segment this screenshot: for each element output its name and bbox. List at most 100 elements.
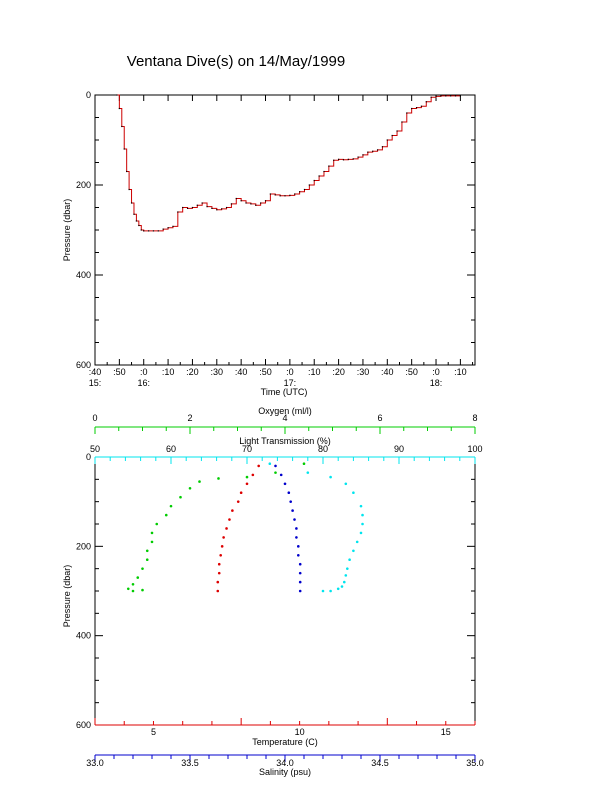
profile-y-tick-label: 200 — [76, 541, 91, 551]
oxygen-point — [131, 583, 135, 586]
profile-y-axis-label: Pressure (dbar) — [62, 565, 72, 628]
pressure-point — [337, 158, 340, 160]
transmission-point — [321, 589, 325, 593]
pressure-point — [357, 156, 359, 158]
oxygen-axis-label: Oxygen (ml/l) — [258, 406, 312, 416]
transmission-point — [306, 471, 310, 474]
oxygen-point — [169, 504, 173, 508]
transmission-tick-label: 60 — [166, 444, 176, 454]
pressure-point — [294, 193, 296, 195]
top-y-tick-label: 0 — [86, 90, 91, 100]
pressure-point — [196, 204, 198, 206]
salinity-point — [298, 571, 302, 575]
pressure-point — [269, 193, 271, 195]
temperature-point — [217, 571, 221, 575]
pressure-point — [308, 184, 310, 186]
top-x-tick-label: :40 — [381, 367, 394, 377]
pressure-point — [130, 202, 133, 204]
pressure-time-series — [116, 94, 461, 232]
oxygen-tick-label: 4 — [282, 413, 287, 423]
pressure-point — [221, 208, 223, 210]
pressure-point — [133, 213, 135, 215]
profile-series — [126, 462, 364, 593]
top-x-tick-label: :0 — [286, 367, 294, 377]
oxygen-point — [150, 531, 154, 535]
oxygen-point — [141, 588, 144, 592]
pressure-point — [435, 95, 437, 97]
profile-y-axis: 0 200 400 600 — [76, 452, 475, 730]
pressure-point — [284, 195, 286, 197]
pressure-point — [126, 170, 128, 173]
pressure-point — [425, 101, 427, 103]
pressure-point — [391, 134, 393, 137]
pressure-point — [206, 206, 208, 208]
transmission-tick-label: 70 — [242, 444, 252, 454]
top-x-tick-hour-label: 17: — [284, 378, 297, 388]
pressure-point — [245, 202, 247, 204]
pressure-point — [177, 211, 179, 213]
pressure-point — [333, 159, 335, 161]
pressure-point — [279, 195, 281, 197]
pressure-point — [260, 202, 262, 204]
salinity-point — [297, 553, 300, 557]
pressure-point — [157, 230, 159, 232]
salinity-axis: 33.0 33.5 34.0 34.5 35.0 — [86, 754, 484, 768]
pressure-point — [216, 209, 218, 211]
oxygen-point — [198, 480, 201, 483]
transmission-point — [344, 482, 348, 486]
pressure-point — [299, 191, 301, 193]
temperature-point — [236, 500, 240, 503]
temperature-point — [216, 580, 220, 584]
pressure-point — [274, 194, 276, 196]
pressure-point — [430, 96, 432, 98]
figure-title: Ventana Dive(s) on 14/May/1999 — [127, 53, 345, 70]
temperature-point — [257, 464, 260, 468]
top-x-tick-hour-label: 18: — [430, 378, 443, 388]
top-y-tick-label: 200 — [76, 180, 91, 190]
pressure-point — [121, 125, 123, 128]
pressure-point — [128, 188, 130, 191]
pressure-point — [401, 121, 403, 123]
salinity-point — [297, 545, 300, 548]
oxygen-tick-label: 6 — [377, 413, 382, 423]
salinity-point — [298, 589, 302, 593]
pressure-time-dots — [116, 94, 461, 232]
pressure-point — [362, 154, 364, 156]
oxygen-point — [145, 549, 149, 553]
transmission-point — [344, 574, 348, 577]
pressure-point — [172, 225, 174, 227]
pressure-point — [381, 146, 384, 148]
pressure-point — [123, 148, 125, 150]
pressure-point — [191, 206, 194, 209]
oxygen-tick-label: 0 — [92, 413, 97, 423]
top-x-tick-label: :40 — [235, 367, 248, 377]
oxygen-point — [217, 477, 220, 480]
salinity-point — [291, 509, 294, 512]
temperature-axis-label: Temperature (C) — [252, 737, 318, 747]
top-plot-frame — [94, 94, 476, 366]
temperature-point — [239, 491, 243, 495]
transmission-point — [336, 587, 340, 591]
pressure-point — [420, 105, 423, 107]
salinity-point — [298, 562, 302, 566]
top-y-tick-label: 600 — [76, 360, 91, 370]
transmission-tick-label: 100 — [467, 444, 482, 454]
pressure-point — [162, 228, 164, 230]
oxygen-point — [126, 587, 130, 591]
temperature-point — [231, 509, 234, 512]
pressure-point — [140, 229, 142, 231]
temperature-point — [219, 553, 222, 557]
top-y-axis: 0 200 400 600 — [76, 90, 475, 370]
transmission-point — [342, 580, 346, 584]
salinity-point — [293, 518, 296, 521]
pressure-point — [459, 95, 461, 97]
pressure-point — [201, 202, 203, 204]
salinity-tick-label: 34.0 — [276, 758, 294, 768]
pressure-point — [225, 206, 228, 209]
profile-plot: 0 200 400 600 0 2 4 6 8 50 60 70 80 90 100 5 10 15 33.… — [62, 406, 484, 777]
temperature-point — [217, 562, 221, 566]
transmission-point — [355, 540, 359, 544]
salinity-tick-label: 33.5 — [181, 758, 199, 768]
temperature-tick-label: 5 — [151, 727, 156, 737]
oxygen-point — [136, 576, 140, 579]
